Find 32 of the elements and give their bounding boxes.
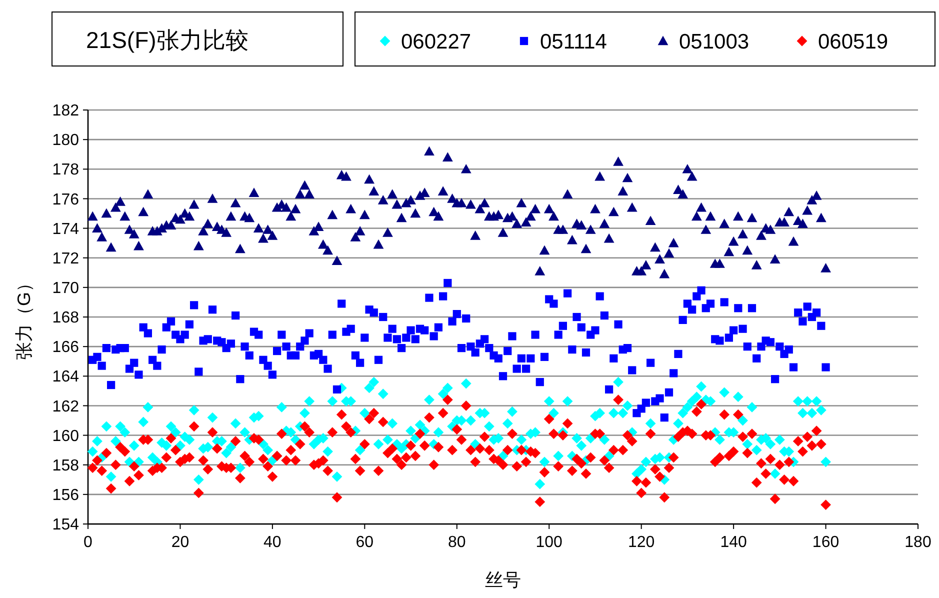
y-tick-label: 168 [52, 310, 80, 327]
y-tick-label: 170 [52, 280, 80, 298]
x-tick-label: 80 [448, 534, 466, 551]
x-tick-label: 180 [904, 534, 932, 551]
y-tick-label: 154 [52, 516, 80, 534]
x-tick-label: 20 [171, 534, 190, 551]
legend-label: 060519 [818, 30, 888, 54]
x-tick-label: 120 [628, 534, 655, 551]
x-tick-label: 60 [356, 534, 374, 551]
y-tick-label: 178 [52, 162, 80, 179]
x-tick-label: 100 [536, 534, 563, 551]
y-tick-label: 158 [52, 457, 80, 474]
legend-label: 051114 [540, 30, 608, 54]
y-tick-label: 164 [52, 368, 80, 386]
y-tick-label: 174 [52, 220, 80, 238]
y-tick-label: 160 [52, 428, 80, 445]
y-tick-label: 182 [52, 102, 80, 120]
y-tick-label: 180 [52, 132, 80, 150]
y-tick-label: 172 [52, 250, 80, 268]
x-axis-title: 丝号 [485, 570, 521, 590]
legend-label: 051003 [679, 30, 750, 54]
legend-label: 060227 [401, 30, 472, 54]
y-tick-label: 156 [52, 487, 80, 504]
chart-title: 21S(F)张力比较 [86, 27, 248, 53]
y-tick-label: 166 [52, 339, 80, 356]
y-tick-label: 162 [52, 398, 80, 416]
x-tick-label: 40 [264, 534, 282, 551]
x-tick-label: 160 [812, 534, 840, 551]
y-axis-title: 张力（G） [14, 274, 34, 360]
x-tick-label: 140 [720, 534, 747, 551]
x-tick-label: 0 [84, 534, 93, 551]
y-tick-label: 176 [52, 191, 80, 208]
